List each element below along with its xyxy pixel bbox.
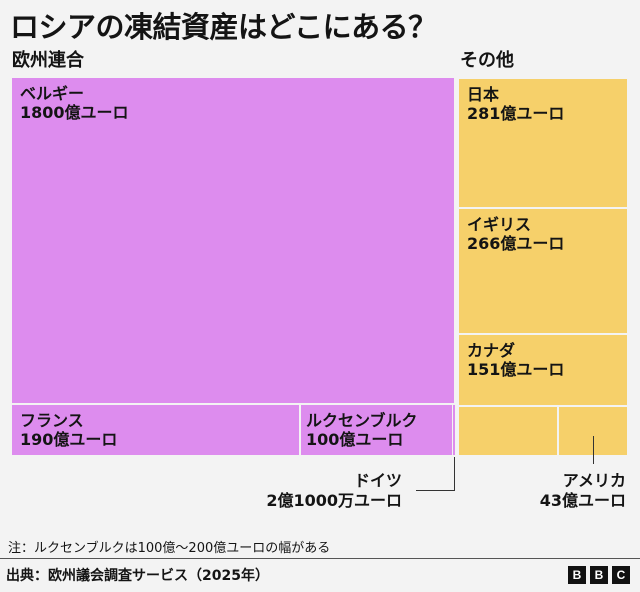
germany-leader-line: [454, 457, 455, 491]
group-label-eu: 欧州連合: [12, 50, 84, 71]
usa-name: アメリカ: [562, 471, 626, 490]
usa-value: 43億ユーロ: [539, 491, 626, 510]
usa-callout: アメリカ 43億ユーロ: [540, 471, 626, 511]
canada-value: 151億ユーロ: [467, 360, 565, 379]
box-canada: カナダ 151億ユーロ: [459, 335, 627, 405]
bbc-logo-letter: B: [590, 566, 608, 584]
bbc-logo-letter: C: [612, 566, 630, 584]
france-name: フランス: [20, 411, 84, 430]
chart-title: ロシアの凍結資産はどこにある？: [10, 10, 437, 44]
canada-name: カナダ: [467, 341, 516, 360]
belgium-name: ベルギー: [20, 84, 85, 103]
luxembourg-name: ルクセンブルク: [306, 411, 418, 430]
bbc-logo-letter: B: [568, 566, 586, 584]
box-japan: 日本 281億ユーロ: [459, 79, 627, 207]
group-label-other: その他: [460, 50, 514, 71]
box-france: フランス 190億ユーロ: [12, 405, 299, 455]
footnote: 注：ルクセンブルクは100億〜200億ユーロの幅がある: [8, 541, 331, 556]
france-value: 190億ユーロ: [20, 430, 118, 449]
japan-value: 281億ユーロ: [467, 104, 565, 123]
source-text: 出典：欧州議会調査サービス（2025年）: [6, 568, 269, 584]
box-germany: [453, 405, 455, 455]
footer-divider: [0, 558, 640, 559]
box-luxembourg: ルクセンブルク 100億ユーロ: [301, 405, 452, 455]
germany-leader-line-h: [416, 490, 455, 491]
bbc-logo: B B C: [568, 566, 630, 584]
japan-name: 日本: [467, 85, 500, 104]
box-belgium: ベルギー 1800億ユーロ: [12, 78, 454, 403]
luxembourg-value: 100億ユーロ: [306, 430, 404, 449]
box-unlabeled: [459, 407, 557, 455]
germany-name: ドイツ: [353, 471, 402, 490]
uk-value: 266億ユーロ: [467, 234, 565, 253]
uk-name: イギリス: [467, 215, 532, 234]
usa-leader-line: [593, 436, 594, 464]
belgium-value: 1800億ユーロ: [20, 103, 129, 122]
box-uk: イギリス 266億ユーロ: [459, 209, 627, 333]
germany-callout: ドイツ 2億1000万ユーロ: [266, 471, 402, 511]
germany-value: 2億1000万ユーロ: [266, 491, 402, 510]
